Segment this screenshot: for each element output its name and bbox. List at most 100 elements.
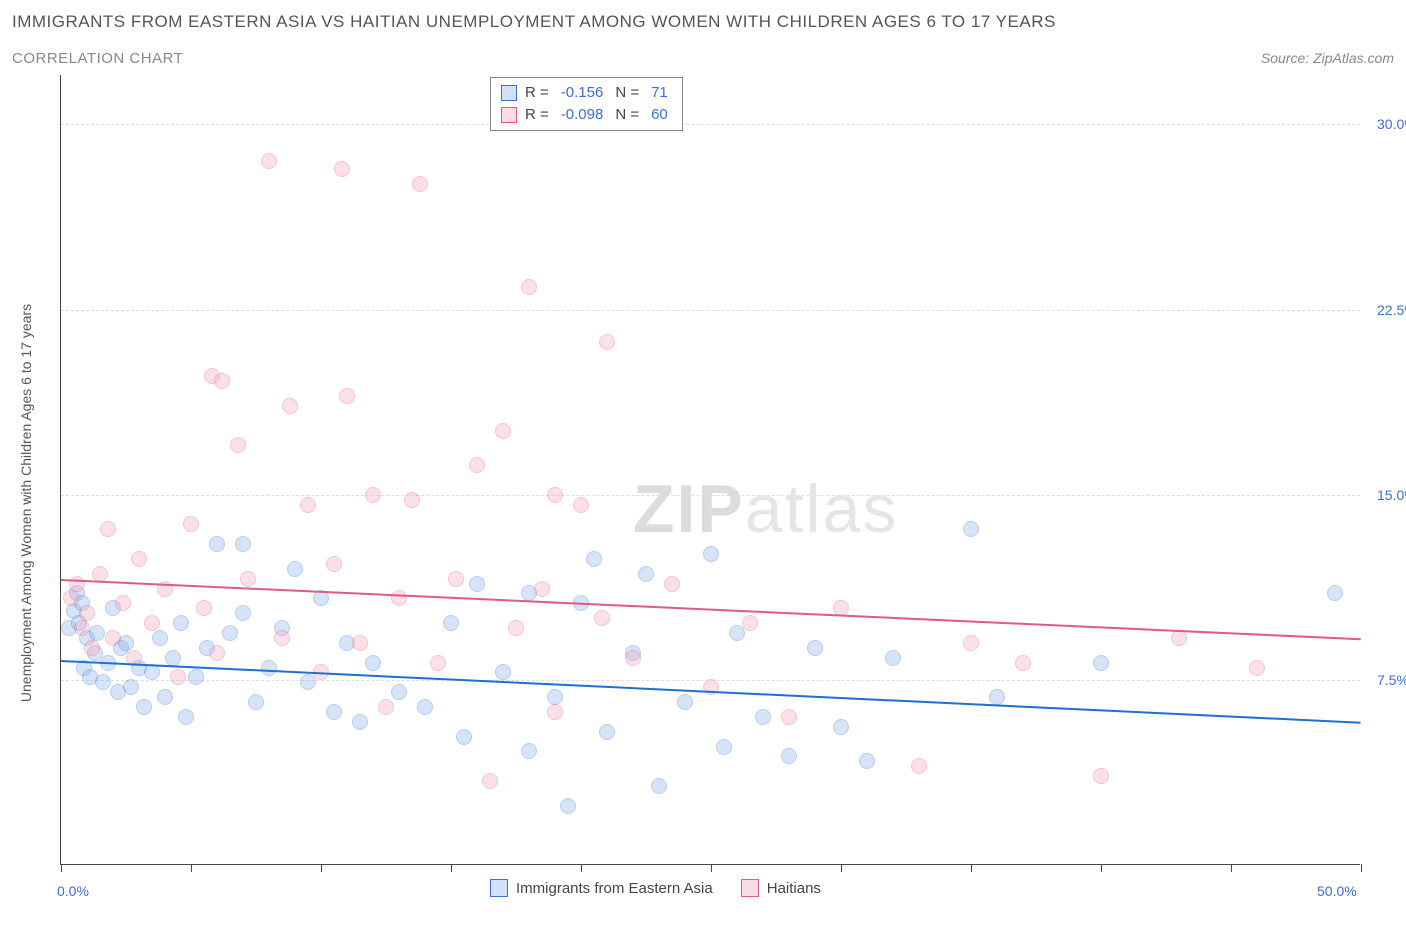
scatter-point-haitians [742,615,758,631]
chart-subtitle: CORRELATION CHART [12,50,183,67]
y-tick-label: 22.5% [1377,302,1406,318]
scatter-point-haitians [115,595,131,611]
scatter-point-haitians [365,487,381,503]
scatter-point-eastern_asia [599,724,615,740]
source-value: ZipAtlas.com [1313,50,1394,66]
n-label: N = [615,104,639,126]
scatter-point-haitians [625,650,641,666]
scatter-point-eastern_asia [885,650,901,666]
legend-label-haitians: Haitians [767,880,821,897]
x-tick-mark [841,864,842,872]
scatter-point-haitians [1171,630,1187,646]
scatter-point-haitians [412,176,428,192]
scatter-point-haitians [378,699,394,715]
scatter-point-eastern_asia [178,709,194,725]
scatter-point-eastern_asia [781,748,797,764]
scatter-point-haitians [352,635,368,651]
scatter-point-haitians [508,620,524,636]
r-label: R = [525,82,549,104]
x-tick-mark [321,864,322,872]
scatter-point-haitians [521,279,537,295]
scatter-point-haitians [196,600,212,616]
scatter-point-eastern_asia [521,743,537,759]
scatter-point-haitians [911,758,927,774]
n-value-haitians: 60 [647,104,672,126]
scatter-point-eastern_asia [165,650,181,666]
scatter-point-haitians [391,590,407,606]
x-tick-mark [1101,864,1102,872]
scatter-point-haitians [230,437,246,453]
gridline-h [61,124,1360,125]
corr-row-eastern_asia: R =-0.156N =71 [501,82,672,104]
scatter-point-haitians [404,492,420,508]
scatter-point-haitians [183,516,199,532]
scatter-point-haitians [209,645,225,661]
r-label: R = [525,104,549,126]
gridline-h [61,310,1360,311]
trendline-eastern_asia [61,660,1361,724]
scatter-point-haitians [547,704,563,720]
scatter-point-haitians [92,566,108,582]
scatter-point-haitians [79,605,95,621]
gridline-h [61,495,1360,496]
scatter-point-eastern_asia [586,551,602,567]
x-tick-label: 50.0% [1317,883,1357,899]
scatter-point-haitians [170,669,186,685]
y-tick-label: 30.0% [1377,116,1406,132]
x-tick-mark [971,864,972,872]
x-tick-mark [1231,864,1232,872]
scatter-point-eastern_asia [287,561,303,577]
scatter-point-eastern_asia [235,536,251,552]
scatter-point-haitians [664,576,680,592]
corr-row-haitians: R =-0.098N =60 [501,104,672,126]
scatter-point-eastern_asia [1093,655,1109,671]
scatter-point-eastern_asia [95,674,111,690]
scatter-point-haitians [469,457,485,473]
legend-item-haitians: Haitians [741,879,821,897]
scatter-point-eastern_asia [989,689,1005,705]
legend-swatch-eastern_asia [501,85,517,101]
scatter-point-eastern_asia [651,778,667,794]
scatter-point-haitians [105,630,121,646]
correlation-chart: Unemployment Among Women with Children A… [12,75,1394,915]
plot-area: 7.5%15.0%22.5%30.0%0.0%50.0%ZIPatlasR =-… [60,75,1360,865]
scatter-point-haitians [282,398,298,414]
scatter-point-eastern_asia [365,655,381,671]
x-tick-mark [191,864,192,872]
trendline-haitians [61,579,1361,640]
x-tick-label: 0.0% [57,883,89,899]
scatter-point-eastern_asia [136,699,152,715]
scatter-point-haitians [534,581,550,597]
scatter-point-eastern_asia [248,694,264,710]
scatter-point-eastern_asia [807,640,823,656]
scatter-point-eastern_asia [716,739,732,755]
scatter-point-eastern_asia [963,521,979,537]
scatter-point-haitians [430,655,446,671]
source-label: Source: [1261,50,1313,66]
y-axis-label: Unemployment Among Women with Children A… [18,304,34,702]
scatter-point-haitians [69,576,85,592]
scatter-point-haitians [274,630,290,646]
scatter-point-eastern_asia [188,669,204,685]
scatter-point-haitians [240,571,256,587]
scatter-point-haitians [84,640,100,656]
page-title: IMMIGRANTS FROM EASTERN ASIA VS HAITIAN … [12,12,1394,32]
legend-swatch-bottom-eastern_asia [490,879,508,897]
scatter-point-eastern_asia [123,679,139,695]
scatter-point-eastern_asia [469,576,485,592]
scatter-point-eastern_asia [456,729,472,745]
legend-item-eastern_asia: Immigrants from Eastern Asia [490,879,713,897]
scatter-point-haitians [448,571,464,587]
correlation-stats-box: R =-0.156N =71R =-0.098N =60 [490,77,683,131]
scatter-point-haitians [144,615,160,631]
scatter-point-eastern_asia [560,798,576,814]
y-tick-label: 7.5% [1377,672,1406,688]
scatter-point-eastern_asia [755,709,771,725]
legend-swatch-bottom-haitians [741,879,759,897]
scatter-point-eastern_asia [89,625,105,641]
scatter-point-eastern_asia [703,546,719,562]
legend-label-eastern_asia: Immigrants from Eastern Asia [516,880,713,897]
scatter-point-eastern_asia [638,566,654,582]
y-tick-label: 15.0% [1377,487,1406,503]
source-attribution: Source: ZipAtlas.com [1261,50,1394,66]
